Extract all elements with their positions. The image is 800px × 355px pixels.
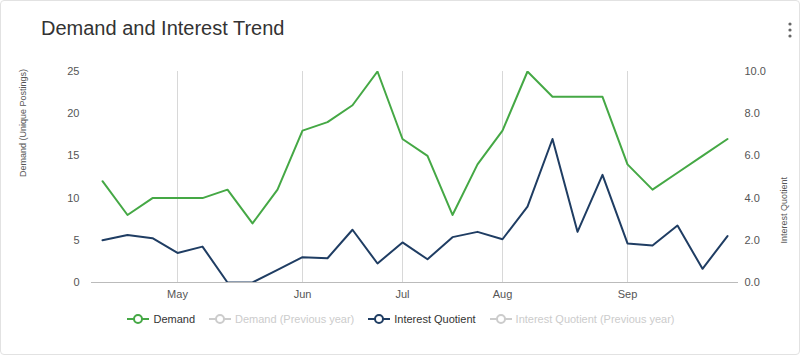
svg-text:Interest Quotient: Interest Quotient — [779, 177, 789, 244]
svg-text:Aug: Aug — [493, 288, 513, 300]
svg-text:15: 15 — [67, 149, 79, 161]
svg-text:10.0: 10.0 — [745, 65, 766, 77]
svg-text:May: May — [167, 288, 188, 300]
svg-text:5: 5 — [73, 234, 79, 246]
svg-text:Demand (Unique Postings): Demand (Unique Postings) — [18, 69, 28, 177]
svg-text:0.0: 0.0 — [745, 276, 760, 288]
svg-text:8.0: 8.0 — [745, 107, 760, 119]
html-text:Demand and Interest Trend: Demand and Interest Trend — [41, 17, 285, 39]
svg-text:6.0: 6.0 — [745, 149, 760, 161]
svg-text:Sep: Sep — [618, 288, 638, 300]
svg-text:10: 10 — [67, 192, 79, 204]
html-text:Demand (Previous year): Demand (Previous year) — [235, 313, 355, 325]
svg-text:2.0: 2.0 — [745, 234, 760, 246]
svg-text:Jun: Jun — [294, 288, 312, 300]
svg-text:25: 25 — [67, 65, 79, 77]
html-text:Interest Quotient: Interest Quotient — [394, 313, 476, 325]
svg-text:20: 20 — [67, 107, 79, 119]
html-text:Interest Quotient (Previous ye: Interest Quotient (Previous year) — [515, 313, 675, 325]
svg-text:Jul: Jul — [395, 288, 409, 300]
svg-text:4.0: 4.0 — [745, 192, 760, 204]
html-text:Demand: Demand — [153, 313, 195, 325]
svg-text:0: 0 — [73, 276, 79, 288]
